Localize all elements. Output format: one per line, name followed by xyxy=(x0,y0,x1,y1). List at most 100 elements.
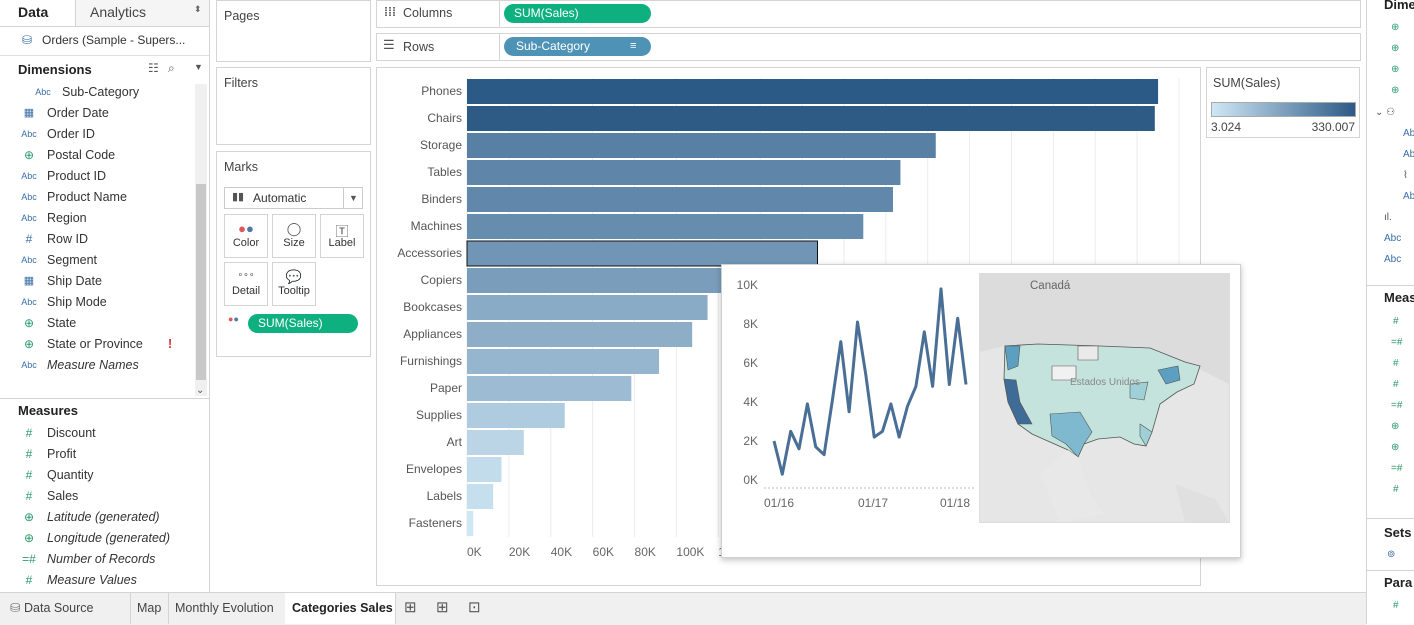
tooltip-button[interactable]: 💬 Tooltip xyxy=(272,262,316,306)
new-dashboard-icon[interactable]: ⊞ xyxy=(436,599,449,616)
size-icon: ◯ xyxy=(286,221,302,236)
state-new-york xyxy=(1157,365,1181,385)
field-item[interactable]: Abc Region xyxy=(0,208,195,229)
field-item[interactable]: Abc Ship Mode xyxy=(0,292,195,313)
bar[interactable] xyxy=(467,133,936,158)
datasource-row[interactable]: ⛁ Orders (Sample - Supers... xyxy=(0,28,209,52)
label-button[interactable]: 🅃 Label xyxy=(320,214,364,258)
viz-in-tooltip: 0K 2K 4K 6K 8K 10K 01/16 01/17 01/18 Canadá Est… xyxy=(721,264,1241,558)
rows-shelf[interactable]: ☰ Rows Sub-Category ≡ xyxy=(376,33,1361,61)
tab-categories-sales[interactable]: Categories Sales xyxy=(285,593,396,624)
marks-pill[interactable]: SUM(Sales) xyxy=(248,314,358,333)
field-item[interactable]: Abc Product ID xyxy=(0,166,195,187)
field-item[interactable]: ⊕ State xyxy=(0,313,195,334)
bar[interactable] xyxy=(467,511,474,536)
bar[interactable] xyxy=(467,322,693,347)
bar[interactable] xyxy=(467,484,494,509)
datasource-name: Orders (Sample - Supers... xyxy=(42,33,186,47)
globe-icon: ⊕ xyxy=(1391,442,1400,453)
view-list-icon[interactable]: ☷ xyxy=(148,61,159,75)
columns-pill[interactable]: SUM(Sales) xyxy=(504,4,651,23)
legend-title: SUM(Sales) xyxy=(1213,76,1281,90)
sort-icon[interactable]: ≡ xyxy=(630,40,637,52)
scrollbar[interactable]: ⌄ xyxy=(195,84,207,396)
x-tick-label: 20K xyxy=(508,545,531,559)
detail-button[interactable]: ∘∘∘ Detail xyxy=(224,262,268,306)
y-tick-label: 8K xyxy=(743,317,758,331)
filters-shelf[interactable]: Filters xyxy=(216,67,371,145)
category-label: Chairs xyxy=(427,111,462,125)
field-item[interactable]: # Profit xyxy=(0,444,195,465)
search-icon[interactable]: ⌕ xyxy=(168,61,175,75)
columns-shelf[interactable]: ⁞⁞⁞ Columns SUM(Sales) xyxy=(376,0,1361,28)
bar[interactable] xyxy=(467,403,565,428)
color-dots-icon: ●● xyxy=(228,314,239,324)
field-item[interactable]: # Sales xyxy=(0,486,195,507)
bar[interactable] xyxy=(467,295,708,320)
chevron-down-icon[interactable]: ▼ xyxy=(194,62,203,72)
pages-shelf[interactable]: Pages xyxy=(216,0,371,62)
field-item[interactable]: ⊕ Postal Code xyxy=(0,145,195,166)
number-icon: # xyxy=(25,447,33,461)
chevron-down-icon[interactable]: ▼ xyxy=(343,188,363,208)
color-button[interactable]: ●● Color xyxy=(224,214,268,258)
category-label: Labels xyxy=(426,489,462,503)
field-label: Product ID xyxy=(47,169,107,183)
field-item[interactable]: =# Number of Records xyxy=(0,549,195,570)
size-button[interactable]: ◯ Size xyxy=(272,214,316,258)
category-label: Phones xyxy=(421,84,462,98)
field-item[interactable]: # Measure Values xyxy=(0,570,195,591)
scroll-thumb[interactable] xyxy=(196,184,206,380)
tab-data-source[interactable]: ⛁ Data Source xyxy=(0,593,131,624)
field-item[interactable]: ▦ Order Date xyxy=(0,103,195,124)
bar[interactable] xyxy=(467,457,502,482)
divider xyxy=(1367,518,1414,519)
bin-icon: ıl. xyxy=(1384,212,1392,223)
field-item[interactable]: Abc Order ID xyxy=(0,124,195,145)
size-label: Size xyxy=(283,237,305,249)
bar[interactable] xyxy=(467,79,1159,104)
field-item[interactable]: # Quantity xyxy=(0,465,195,486)
field-item[interactable]: Abc Product Name xyxy=(0,187,195,208)
field-label: Quantity xyxy=(47,468,94,482)
bar[interactable] xyxy=(467,349,660,374)
bar[interactable] xyxy=(467,187,893,212)
field-item[interactable]: Abc Measure Names xyxy=(0,355,195,376)
new-story-icon[interactable]: ⊡ xyxy=(468,599,481,616)
tab-map[interactable]: Map xyxy=(130,593,169,624)
bar-chart xyxy=(466,78,1180,537)
mark-type-value: Automatic xyxy=(253,191,307,205)
field-label: Sub-Category xyxy=(62,85,140,99)
tab-data[interactable]: Data xyxy=(0,0,76,26)
new-worksheet-icon[interactable]: ⊞ xyxy=(404,599,417,616)
bar[interactable] xyxy=(467,160,901,185)
field-label: State or Province xyxy=(47,337,143,351)
rows-pill-label: Sub-Category xyxy=(516,39,591,53)
tab-monthly-evolution[interactable]: Monthly Evolution xyxy=(168,593,286,624)
collapse-icon[interactable]: ⬍ xyxy=(194,4,202,14)
rows-icon: ☰ xyxy=(383,37,395,52)
bar[interactable] xyxy=(467,430,524,455)
divider xyxy=(499,1,500,27)
scroll-down-icon[interactable]: ⌄ xyxy=(196,385,205,396)
field-item[interactable]: ⊕ Longitude (generated) xyxy=(0,528,195,549)
field-item[interactable]: Abc Segment xyxy=(0,250,195,271)
bar[interactable] xyxy=(466,240,819,267)
field-item[interactable]: ⊕ Latitude (generated) xyxy=(0,507,195,528)
field-label: Postal Code xyxy=(47,148,116,162)
bar[interactable] xyxy=(467,214,864,239)
rows-pill[interactable]: Sub-Category ≡ xyxy=(504,37,651,56)
globe-icon: ⊕ xyxy=(23,148,35,162)
field-item[interactable]: ⊕ State or Province! xyxy=(0,334,195,355)
field-item[interactable]: Abc Sub-Category xyxy=(0,82,195,103)
field-item[interactable]: # Row ID xyxy=(0,229,195,250)
field-item[interactable]: ▦ Ship Date xyxy=(0,271,195,292)
tab-analytics[interactable]: Analytics xyxy=(90,4,147,20)
mark-type-dropdown[interactable]: ▮▮ Automatic ▼ xyxy=(224,187,363,209)
legend-max: 330.007 xyxy=(1311,120,1355,134)
monthly-line-chart xyxy=(764,287,974,489)
bar[interactable] xyxy=(467,376,632,401)
field-item[interactable]: # Discount xyxy=(0,423,195,444)
text-icon: 🅃 xyxy=(335,224,349,239)
bar[interactable] xyxy=(467,106,1155,131)
